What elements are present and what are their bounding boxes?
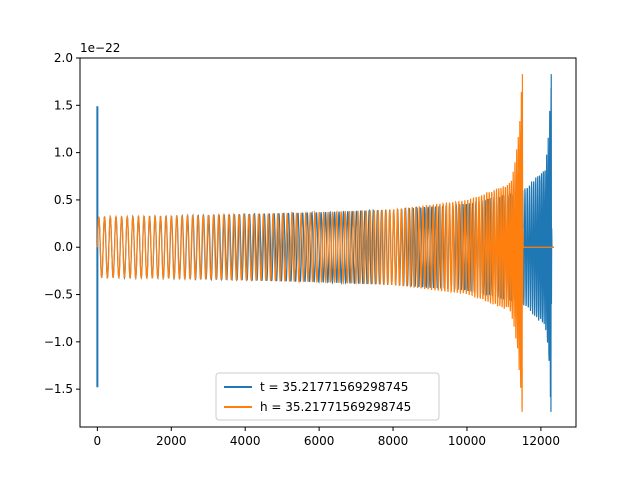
legend-label: h = 35.21771569298745 (260, 400, 411, 414)
y-tick-label: 2.0 (54, 51, 73, 65)
x-tick-label: 0 (94, 434, 102, 448)
y-tick-label: −0.5 (44, 288, 73, 302)
plot-frame (79, 57, 577, 428)
series-h-line (96, 74, 554, 412)
y-tick-label: 0.5 (54, 193, 73, 207)
y-tick-label: 1.5 (54, 98, 73, 112)
legend-box (215, 372, 440, 421)
legend: t = 35.21771569298745 h = 35.217715692987… (215, 372, 440, 421)
y-tick-label: −1.0 (44, 335, 73, 349)
x-tick-label: 10000 (448, 434, 486, 448)
x-tick-label: 4000 (230, 434, 261, 448)
x-axis: 0 2000 4000 6000 8000 10000 12000 (94, 427, 560, 448)
y-axis: −1.5 −1.0 −0.5 0.0 0.5 1.0 1.5 2.0 (44, 51, 80, 396)
x-tick-label: 2000 (156, 434, 187, 448)
x-tick-label: 8000 (378, 434, 409, 448)
series-layer (96, 74, 554, 412)
y-tick-label: 1.0 (54, 146, 73, 160)
y-tick-label: 0.0 (54, 240, 73, 254)
y-tick-label: −1.5 (44, 382, 73, 396)
legend-label: t = 35.21771569298745 (260, 380, 408, 394)
x-tick-label: 12000 (522, 434, 560, 448)
y-offset-label: 1e−22 (80, 41, 120, 55)
x-tick-label: 6000 (304, 434, 335, 448)
